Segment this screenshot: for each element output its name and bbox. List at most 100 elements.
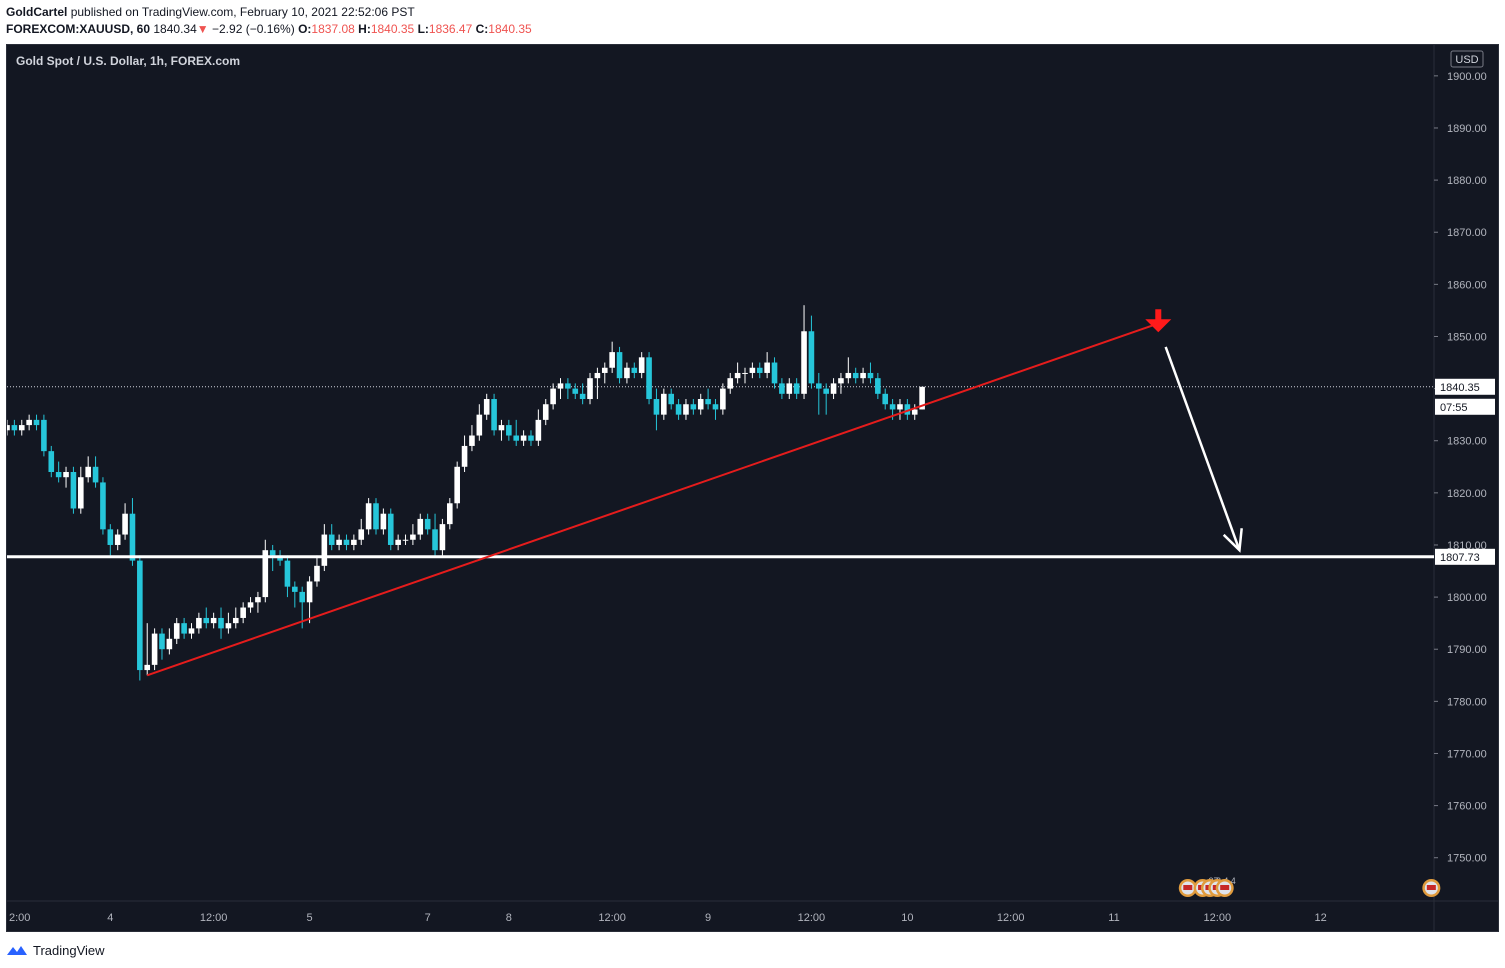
brand-name: TradingView <box>33 942 105 958</box>
candle-body <box>491 399 497 431</box>
time-axis[interactable]: 2:00 4 12:00 5 7 8 12:00 9 12:00 10 12:00 11 12:00 12 <box>9 912 1327 924</box>
last-price-badge[interactable]: 1840.35 <box>1435 378 1495 395</box>
candle <box>395 534 401 551</box>
candle-body <box>889 404 896 410</box>
candle-body <box>572 388 579 394</box>
candle <box>771 357 778 389</box>
candle <box>550 383 556 410</box>
candle <box>196 612 202 634</box>
candle <box>218 607 224 639</box>
candle-body <box>48 451 55 472</box>
countdown-badge[interactable]: 07:55 <box>1435 398 1495 415</box>
price-tick-label: 1870.00 <box>1447 227 1487 239</box>
candle <box>786 378 793 400</box>
candle <box>432 513 438 556</box>
candle-body <box>122 513 128 535</box>
candle-body <box>210 617 217 624</box>
time-tick-label: 4 <box>107 912 113 924</box>
candle-body <box>764 362 770 373</box>
candle <box>129 498 136 566</box>
time-tick-label: 11 <box>1108 912 1119 924</box>
price-tick-label: 1850.00 <box>1447 331 1487 343</box>
high-value: 1840.35 <box>370 22 415 36</box>
footer-brand[interactable]: TradingView <box>6 938 105 962</box>
candle-body <box>498 425 505 431</box>
candle-body <box>601 367 608 373</box>
projection-arrow[interactable] <box>1164 346 1241 551</box>
candle <box>816 372 822 415</box>
candle <box>852 367 859 384</box>
candle <box>764 352 770 379</box>
candle-body <box>402 539 409 541</box>
candle <box>210 612 217 629</box>
candle <box>557 378 564 400</box>
candle-body <box>240 607 246 618</box>
candle-body <box>447 503 453 525</box>
candle <box>343 534 350 551</box>
candle-body <box>638 357 645 373</box>
candle-body <box>218 617 224 629</box>
candle <box>306 576 313 624</box>
candle-body <box>749 367 756 373</box>
time-tick-label: 5 <box>307 912 313 924</box>
candle-body <box>793 383 800 394</box>
candle <box>181 617 187 639</box>
candle <box>513 419 520 446</box>
candle-body <box>269 550 276 556</box>
candle-body <box>557 383 564 389</box>
candle <box>402 534 409 545</box>
price-chart[interactable]: 1750.00 1760.00 1770.00 1780.00 1790.00 1800.… <box>4 45 1498 931</box>
candle <box>793 378 800 400</box>
price-tick-label: 1800.00 <box>1447 592 1487 604</box>
candle-body <box>808 331 815 384</box>
drawing-group <box>7 309 1434 677</box>
candle-body <box>203 617 210 624</box>
price-tick-label: 1830.00 <box>1447 436 1487 448</box>
candle <box>173 617 180 645</box>
open-label: O: <box>298 22 312 36</box>
level-badge[interactable]: 1807.73 <box>1435 548 1495 565</box>
candle-body <box>550 388 556 405</box>
candle <box>284 555 291 598</box>
trend-line[interactable] <box>146 322 1159 677</box>
candle-body <box>616 352 623 379</box>
candle-body <box>594 372 601 379</box>
candle-body <box>579 393 586 400</box>
candle-body <box>624 367 630 379</box>
candle <box>328 524 335 551</box>
candle <box>100 477 106 535</box>
candle <box>188 623 195 639</box>
author-name[interactable]: GoldCartel <box>6 5 68 19</box>
price-tick-label: 1900.00 <box>1447 71 1487 83</box>
candle-body <box>542 404 549 420</box>
candle-body <box>299 591 305 603</box>
candle-body <box>683 404 689 415</box>
candle-body <box>668 393 674 405</box>
candle <box>122 503 128 540</box>
candle <box>779 378 785 400</box>
candle-body <box>351 539 357 545</box>
event-flag-icon[interactable] <box>1422 879 1441 897</box>
candle <box>720 383 726 415</box>
time-tick-label: 12:00 <box>798 912 826 924</box>
candle <box>476 404 483 441</box>
currency-badge[interactable]: USD <box>1450 50 1484 68</box>
candle <box>756 362 763 379</box>
candle <box>225 612 232 634</box>
candle <box>107 524 114 556</box>
chart-panel[interactable]: 1750.00 1760.00 1770.00 1780.00 1790.00 1800.… <box>4 44 1499 932</box>
sell-arrow-icon[interactable] <box>1145 309 1172 333</box>
candle-body <box>328 534 335 545</box>
candle <box>33 414 40 431</box>
candle-body <box>129 513 136 561</box>
candle-body <box>786 383 793 394</box>
candle-body <box>92 466 99 483</box>
candle-body <box>365 503 372 530</box>
event-flag-icon[interactable] <box>1178 879 1197 897</box>
event-flag-icon[interactable]: 4 <box>1215 876 1236 897</box>
candle <box>78 466 84 514</box>
price-axis[interactable]: 1750.00 1760.00 1770.00 1780.00 1790.00 1800.… <box>1434 71 1495 865</box>
level-badge-text: 1807.73 <box>1440 552 1480 564</box>
candle-body <box>690 404 697 410</box>
candle-body <box>321 534 328 566</box>
